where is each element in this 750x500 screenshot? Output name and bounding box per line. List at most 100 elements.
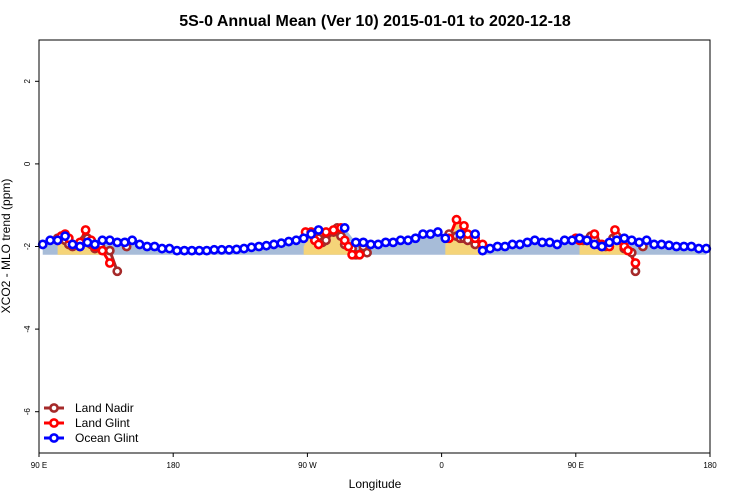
land-glint-point: [610, 225, 620, 235]
ocean-glint-point: [201, 245, 212, 256]
ocean-glint-point: [358, 237, 369, 248]
ocean-glint-point: [254, 241, 264, 252]
legend-label: Land Glint: [75, 416, 130, 430]
ocean-glint-point: [365, 239, 376, 250]
land-glint-point: [347, 249, 358, 260]
x-tick-label: 0: [439, 461, 444, 470]
ocean-glint-point: [432, 227, 443, 237]
ocean-glint-point: [283, 236, 294, 247]
land-nadir-point: [104, 245, 115, 256]
y-axis: 2 0 -2 -4 -6: [23, 79, 39, 416]
ocean-glint-point: [507, 239, 518, 250]
ocean-glint-point: [231, 244, 242, 255]
ocean-glint-point: [97, 235, 108, 246]
ocean-glint-point: [634, 237, 645, 248]
ocean-glint-point: [537, 237, 548, 248]
ocean-glint-point: [60, 231, 70, 242]
ocean-glint-point: [268, 239, 279, 250]
ocean-glint-point: [209, 244, 220, 255]
x-axis: 90 E 180 90 W 0 90 E 180: [31, 453, 717, 470]
ocean-glint-point: [104, 235, 115, 246]
ocean-glint-point: [567, 235, 577, 246]
ocean-glint-point: [186, 245, 197, 256]
ocean-glint-point: [67, 239, 78, 250]
land-glint-point: [321, 227, 331, 237]
land-glint-point: [104, 258, 115, 268]
series-points: [37, 214, 712, 277]
ocean-glint-point: [604, 237, 615, 248]
y-axis-label: XCO2 - MLO trend (ppm): [0, 179, 13, 314]
ocean-glint-point: [52, 235, 63, 246]
land-nadir-point: [362, 247, 372, 258]
ocean-glint-point: [582, 235, 592, 246]
ocean-glint-point: [679, 241, 689, 252]
ocean-glint-point: [142, 241, 153, 252]
legend-swatch-marker: [49, 433, 59, 443]
ocean-glint-point: [514, 239, 525, 250]
land-glint-point: [80, 225, 91, 235]
ocean-glint-point: [641, 235, 652, 246]
ocean-glint-point: [656, 239, 667, 250]
ocean-glint-point: [37, 239, 48, 250]
land-glint-point: [459, 220, 469, 231]
ocean-glint-point: [410, 233, 421, 244]
ocean-glint-point: [395, 235, 406, 246]
ocean-glint-point: [552, 239, 563, 250]
x-tick-label: 90 W: [298, 461, 317, 470]
y-tick-label: 0: [23, 161, 32, 166]
ocean-glint-point: [529, 235, 540, 246]
ocean-glint-point: [239, 243, 249, 254]
ocean-glint-point: [664, 240, 674, 251]
ocean-glint-point: [194, 245, 205, 256]
legend-swatch-marker: [49, 418, 59, 428]
ocean-glint-point: [45, 235, 56, 246]
ocean-glint-point: [522, 237, 533, 248]
land-glint-point: [328, 225, 339, 235]
ocean-glint-point: [246, 242, 257, 253]
ocean-glint-point: [179, 245, 190, 256]
land-glint-point: [589, 229, 600, 240]
ocean-glint-point: [686, 241, 697, 252]
y-tick-label: -2: [23, 242, 32, 250]
land-glint-point: [97, 245, 108, 256]
chart-title: 5S-0 Annual Mean (Ver 10) 2015-01-01 to …: [179, 13, 571, 30]
ocean-glint-point: [671, 241, 682, 252]
ocean-glint-point: [90, 239, 100, 250]
y-tick-label: 2: [23, 79, 32, 84]
ocean-glint-point: [157, 243, 167, 254]
ocean-glint-point: [440, 233, 451, 244]
land-glint-point: [313, 239, 324, 250]
land-glint-point: [462, 229, 473, 240]
ocean-glint-point: [611, 235, 622, 246]
ocean-glint-point: [149, 241, 160, 252]
land-glint-point: [623, 245, 633, 256]
ocean-glint-point: [306, 229, 317, 240]
ocean-glint-point: [380, 237, 391, 248]
ocean-glint-point: [291, 235, 302, 246]
land-glint-point: [451, 214, 462, 225]
ocean-glint-point: [693, 243, 704, 254]
x-tick-label: 90 E: [31, 461, 47, 470]
ocean-glint-point: [649, 239, 659, 250]
ocean-glint-point: [75, 241, 85, 252]
land-nadir-point: [630, 266, 641, 277]
ocean-glint-point: [619, 233, 630, 244]
ocean-glint-point: [589, 239, 600, 250]
ocean-glint-point: [559, 235, 570, 246]
ocean-glint-point: [403, 235, 413, 246]
ocean-glint-point: [112, 237, 123, 248]
y-tick-label: -6: [23, 408, 32, 416]
ocean-glint-point: [425, 229, 436, 240]
ocean-glint-point: [500, 241, 510, 252]
ocean-glint-point: [574, 233, 585, 244]
ocean-glint-point: [298, 233, 309, 244]
ocean-glint-point: [544, 237, 555, 248]
x-tick-label: 90 E: [568, 461, 584, 470]
ocean-glint-point: [134, 239, 145, 250]
legend-label: Ocean Glint: [75, 431, 139, 445]
ocean-glint-point: [119, 237, 130, 248]
ocean-glint-point: [626, 235, 637, 246]
ocean-glint-point: [172, 245, 182, 256]
land-glint-point: [630, 258, 641, 268]
